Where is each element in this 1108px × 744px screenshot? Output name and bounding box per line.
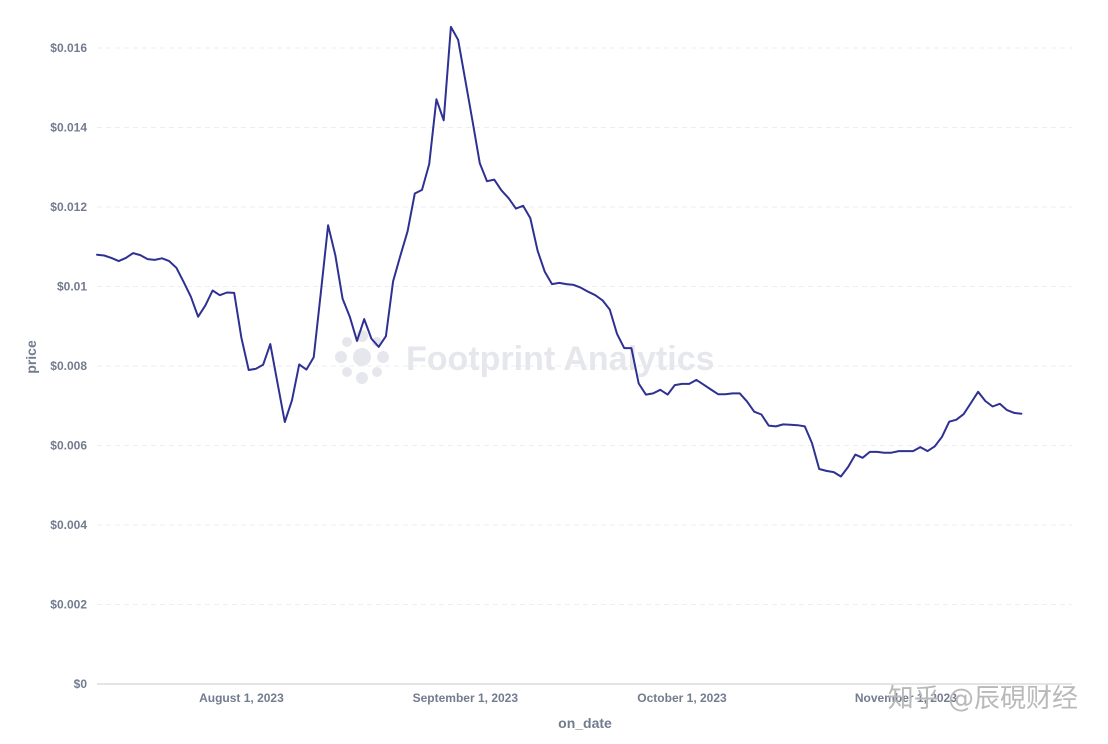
corner-watermark: 知乎 @辰硯财经 [888, 684, 1078, 714]
footprint-watermark: Footprint Analytics [335, 330, 715, 384]
series-line [96, 25, 1023, 478]
y-tick-label: $0.004 [50, 518, 87, 532]
y-tick-label: $0 [74, 677, 88, 691]
x-tick-label: August 1, 2023 [199, 691, 284, 705]
y-axis-title: price [23, 340, 39, 374]
y-tick-label: $0.01 [57, 280, 87, 294]
grid-lines [97, 47, 1072, 605]
series-group [96, 25, 1023, 478]
y-tick-label: $0.012 [50, 200, 87, 214]
x-axis-title: on_date [558, 715, 612, 731]
y-tick-label: $0.002 [50, 598, 87, 612]
footprint-logo-icon [335, 330, 389, 384]
x-tick-label: October 1, 2023 [637, 691, 727, 705]
y-axis: $0 $0.002 $0.004 $0.006 $0.008 $0.01 $0.012 $0.… [50, 41, 87, 691]
x-axis: August 1, 2023 September 1, 2023 October 1… [199, 691, 957, 705]
y-tick-label: $0.008 [50, 359, 87, 373]
x-tick-label: November 1, 2023 [855, 691, 957, 705]
y-tick-label: $0.016 [50, 41, 87, 55]
y-tick-label: $0.006 [50, 439, 87, 453]
watermark-text: Footprint Analytics [406, 340, 715, 378]
x-tick-label: September 1, 2023 [413, 691, 519, 705]
y-tick-label: $0.014 [50, 121, 87, 135]
